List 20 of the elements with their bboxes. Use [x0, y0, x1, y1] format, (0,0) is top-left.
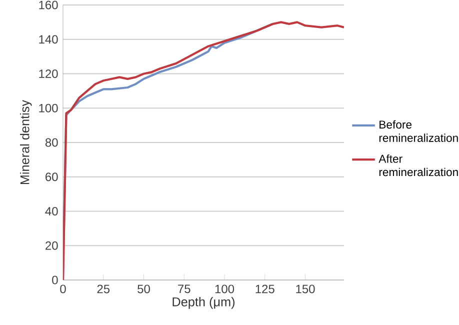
- x-axis-title: Depth (μm): [172, 297, 234, 309]
- x-tick-label: 50: [138, 284, 150, 294]
- x-tick-label: 0: [60, 284, 66, 294]
- y-tick-label: 0: [52, 276, 58, 284]
- x-tick-label: 100: [215, 284, 234, 294]
- y-tick-label: 60: [46, 172, 58, 182]
- x-tick-label: 75: [178, 284, 190, 294]
- y-tick-label: 100: [39, 104, 58, 112]
- y-tick-label: 20: [46, 241, 58, 250]
- y-tick-label: 120: [39, 69, 58, 78]
- y-tick-label: 80: [45, 138, 58, 147]
- y-tick-label: 140: [39, 35, 58, 44]
- y-axis-title: Mineral dentisy: [20, 100, 32, 184]
- legend-label: After remineralization: [378, 154, 458, 176]
- x-tick-label: 150: [296, 284, 315, 294]
- legend-label: Before remineralization: [379, 120, 458, 142]
- y-tick-label: 40: [45, 206, 58, 216]
- y-tick-label: 160: [39, 0, 58, 10]
- x-tick-label: 125: [256, 284, 274, 294]
- x-tick-label: 25: [97, 284, 110, 294]
